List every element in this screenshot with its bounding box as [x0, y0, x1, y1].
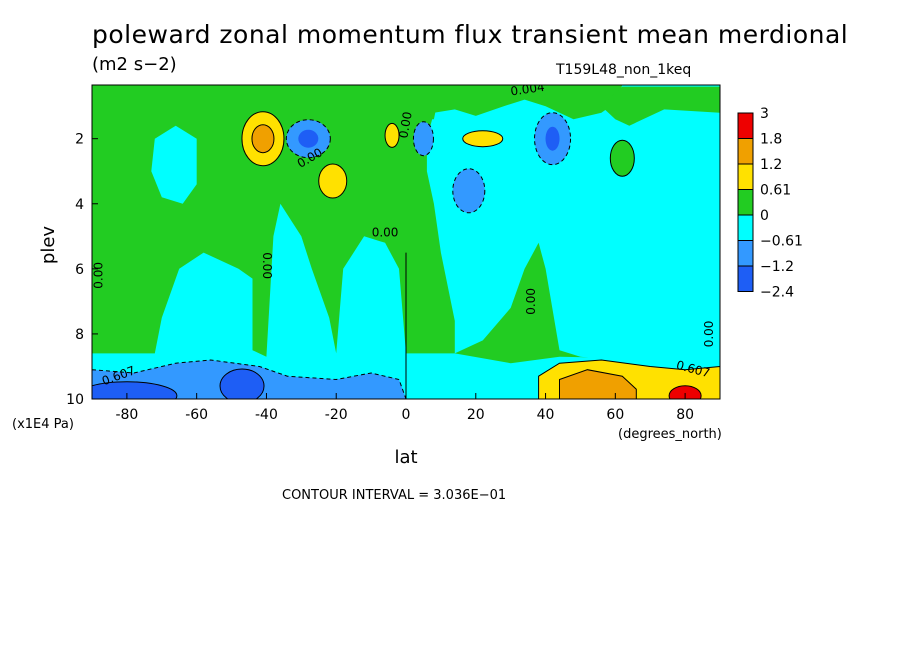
x-tick-label: -20 — [325, 407, 348, 423]
y-axis-label: plev — [38, 226, 59, 265]
x-tick-label: -80 — [115, 407, 138, 423]
colorbar-swatch — [737, 112, 754, 139]
contour-label-0: 0.00 — [91, 262, 105, 289]
region-positive-nh-jet — [609, 139, 635, 177]
colorbar: 3 1.8 1.2 0.61 0 −0.61 −1.2 −2.4 — [737, 106, 803, 301]
x-tick-label: 20 — [467, 407, 485, 423]
chart-units: (m2 s−2) — [92, 54, 177, 75]
region-positive-equator-top — [399, 85, 441, 120]
x-axis-label: lat — [394, 447, 417, 468]
region-positive-eq — [384, 122, 400, 148]
colorbar-swatch — [737, 189, 754, 216]
region-strong-positive-nh-55 — [559, 369, 637, 399]
colorbar-label: 0.61 — [760, 183, 791, 199]
colorbar-swatch — [737, 214, 754, 241]
contour-label-6: 0.00 — [702, 321, 716, 348]
region-strongest-positive-nh-80 — [668, 385, 702, 399]
region-negative-sh-pole — [92, 203, 406, 399]
region-negative-core-eq — [412, 121, 434, 157]
x-tick-label: 40 — [537, 407, 555, 423]
colorbar-label: 1.8 — [760, 132, 782, 148]
y-tick-label: 6 — [75, 262, 84, 278]
x-tick-label: -60 — [185, 407, 208, 423]
colorbar-label: 3 — [760, 106, 769, 122]
region-strong-negative-sh-30 — [298, 129, 319, 148]
contour-label-1: 0.00 — [260, 252, 274, 279]
y-unit-label: (x1E4 Pa) — [12, 417, 74, 432]
colorbar-swatch — [737, 265, 754, 292]
colorbar-label: −0.61 — [760, 234, 803, 250]
colorbar-label: −1.2 — [760, 259, 794, 275]
contour-label-5: 0.00 — [524, 288, 538, 315]
colorbar-label: 1.2 — [760, 157, 782, 173]
region-negative-sh-upper — [151, 125, 197, 204]
x-tick-label: 60 — [606, 407, 624, 423]
colorbar-swatch — [737, 240, 754, 267]
region-positive-nh-22 — [462, 130, 504, 148]
y-axis: 2 4 6 8 10 — [66, 132, 98, 408]
x-tick-label: -40 — [255, 407, 278, 423]
colorbar-label: −2.4 — [760, 285, 794, 301]
colorbar-swatch — [737, 163, 754, 190]
colorbar-label: 0 — [760, 208, 769, 224]
x-axis: -80 -60 -40 -20 0 20 40 60 80 — [115, 393, 694, 423]
x-unit-label: (degrees_north) — [618, 427, 722, 442]
region-strong-negative-sh-80 — [92, 381, 178, 399]
contour-interval-note: CONTOUR INTERVAL = 3.036E−01 — [282, 488, 507, 503]
contour-label-3: 0.00 — [372, 225, 399, 239]
y-tick-label: 4 — [75, 197, 84, 213]
region-strong-positive-sh-40 — [251, 124, 275, 154]
region-negative-core-nh-18 — [452, 168, 486, 214]
region-positive-sh-21 — [318, 163, 348, 199]
region-strong-negative-sh-47 — [219, 368, 265, 399]
contour-label-4: 0.00 — [396, 111, 414, 140]
run-name-label: T159L48_non_1keq — [556, 62, 692, 78]
region-positive-nh-top — [601, 86, 720, 126]
y-tick-label: 2 — [75, 132, 84, 148]
y-tick-label: 10 — [66, 392, 84, 408]
x-tick-label: 80 — [676, 407, 694, 423]
y-tick-label: 8 — [75, 327, 84, 343]
colorbar-swatch — [737, 138, 754, 165]
contour-fills — [92, 85, 720, 399]
region-strong-negative-nh-42 — [545, 126, 560, 151]
x-tick-label: 0 — [402, 407, 411, 423]
region-negative-nh-mid — [426, 85, 720, 360]
chart-title: poleward zonal momentum flux transient m… — [92, 20, 849, 49]
